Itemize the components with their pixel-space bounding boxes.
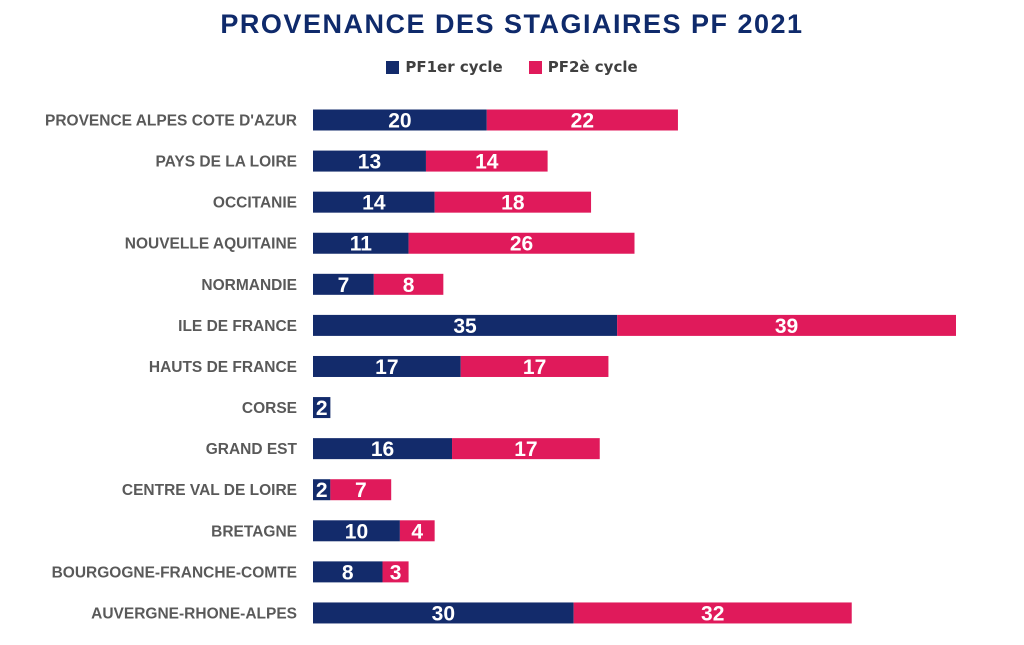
data-label: 26 <box>510 233 533 256</box>
bar-segment-pf2 <box>486 109 678 131</box>
bar-segment-pf1 <box>313 232 409 254</box>
legend-item-pf2: PF2è cycle <box>528 58 638 76</box>
category-label: HAUTS DE FRANCE <box>149 359 297 376</box>
data-label: 32 <box>701 602 724 625</box>
data-label: 17 <box>514 438 537 461</box>
category-label: ILE DE FRANCE <box>178 318 297 335</box>
data-label: 14 <box>362 192 386 215</box>
category-label: OCCITANIE <box>213 195 297 212</box>
data-label: 16 <box>371 438 394 461</box>
bar-segment-pf2 <box>617 314 956 336</box>
legend-item-pf1: PF1er cycle <box>386 58 503 76</box>
category-label: CENTRE VAL DE LOIRE <box>122 482 297 499</box>
bar-segment-pf1 <box>313 314 618 336</box>
legend-label-pf2: PF2è cycle <box>547 58 638 76</box>
bar-segment-pf1 <box>313 438 453 460</box>
bar-segment-pf2 <box>460 355 609 377</box>
data-label: 10 <box>345 520 368 543</box>
category-label: NOUVELLE AQUITAINE <box>125 236 297 253</box>
data-label: 4 <box>411 520 423 543</box>
data-label: 13 <box>358 151 381 174</box>
data-label: 2 <box>316 397 328 420</box>
bar-segment-pf2 <box>573 602 852 624</box>
chart-title: PROVENANCE DES STAGIAIRES PF 2021 <box>220 9 804 39</box>
bar-segment-pf1 <box>313 479 331 501</box>
bar-segment-pf2 <box>399 520 435 542</box>
bar-segment-pf2 <box>330 479 392 501</box>
bar-segment-pf1 <box>313 273 374 295</box>
bar-segment-pf1 <box>313 602 574 624</box>
bar-segment-pf2 <box>452 438 600 460</box>
data-label: 18 <box>501 192 525 215</box>
bar-segment-pf2 <box>408 232 635 254</box>
bar-segment-pf1 <box>313 397 331 419</box>
data-label: 11 <box>350 233 373 256</box>
bar-segment-pf2 <box>373 273 444 295</box>
category-label: CORSE <box>242 400 297 417</box>
bar-segment-pf1 <box>313 191 435 213</box>
bar-segment-pf1 <box>313 355 461 377</box>
data-label: 17 <box>375 356 398 379</box>
category-label: BOURGOGNE-FRANCHE-COMTE <box>52 564 297 581</box>
category-label: BRETAGNE <box>211 523 297 540</box>
category-label: PAYS DE LA LOIRE <box>155 154 297 171</box>
category-label: NORMANDIE <box>201 277 297 294</box>
bar-segment-pf1 <box>313 561 383 583</box>
data-label: 35 <box>453 315 477 338</box>
data-label: 2 <box>316 479 328 502</box>
bar-segment-pf1 <box>313 150 426 172</box>
data-label: 3 <box>390 561 402 584</box>
data-label: 14 <box>475 151 499 174</box>
category-label: GRAND EST <box>206 441 298 458</box>
data-label: 30 <box>432 602 455 625</box>
bar-segment-pf2 <box>425 150 548 172</box>
legend-swatch-pf1 <box>386 60 400 74</box>
legend: PF1er cycle PF2è cycle <box>0 58 1024 76</box>
data-label: 22 <box>571 110 594 133</box>
legend-swatch-pf2 <box>528 60 542 74</box>
data-label: 8 <box>342 561 354 584</box>
data-label: 7 <box>338 274 350 297</box>
data-label: 17 <box>523 356 546 379</box>
bar-segment-pf1 <box>313 520 400 542</box>
data-label: 8 <box>403 274 415 297</box>
bar-segment-pf2 <box>434 191 592 213</box>
data-label: 7 <box>355 479 367 502</box>
legend-label-pf1: PF1er cycle <box>405 58 503 76</box>
data-label: 39 <box>775 315 798 338</box>
bar-segment-pf2 <box>382 561 409 583</box>
category-label: PROVENCE ALPES COTE D'AZUR <box>45 113 297 130</box>
data-label: 20 <box>388 110 411 133</box>
category-label: AUVERGNE-RHONE-ALPES <box>91 605 297 622</box>
bar-segment-pf1 <box>313 109 487 131</box>
